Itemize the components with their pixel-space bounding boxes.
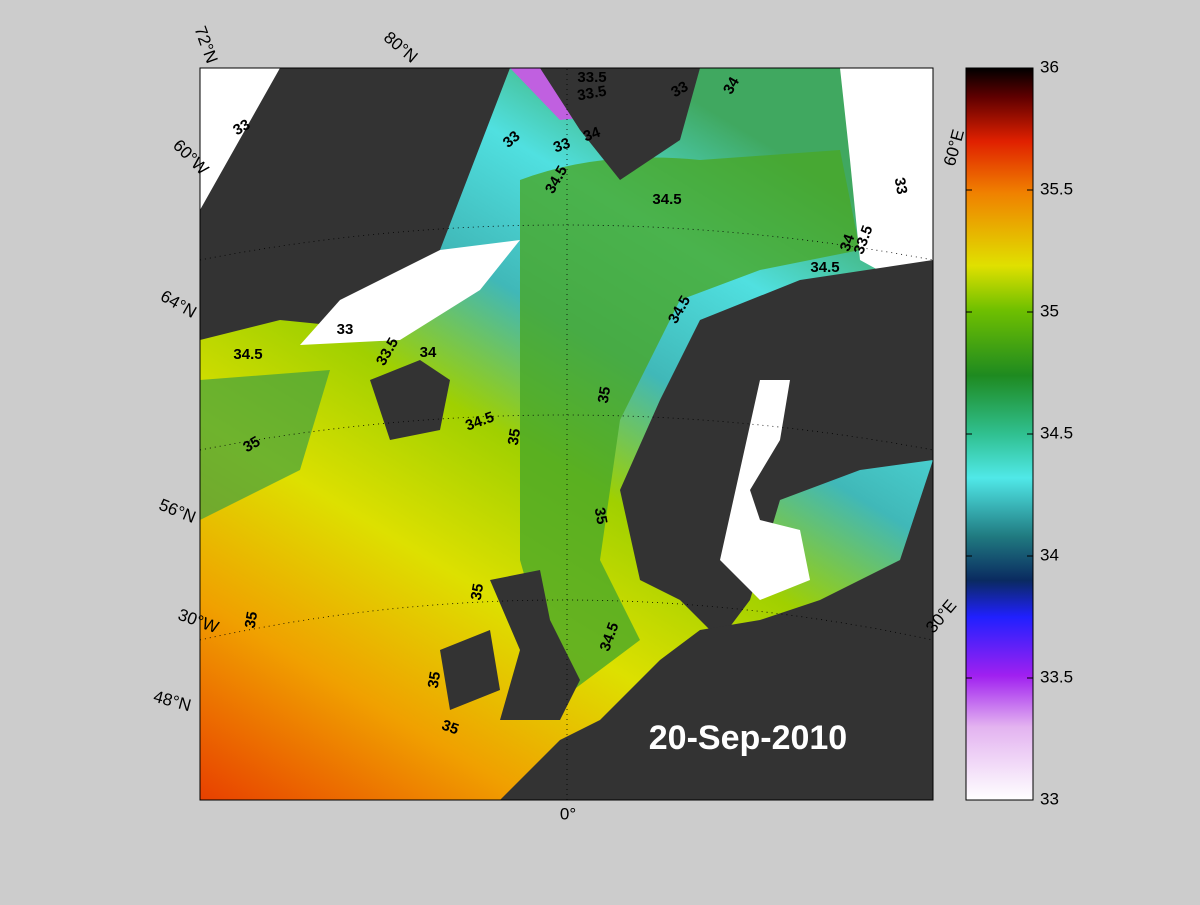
colorbar-tick-label: 33.5 [1040,667,1073,686]
sea-ice-free [720,380,810,600]
graticule [200,68,933,800]
map-frame [199,67,934,801]
colorbar-tick-label: 34 [1040,545,1059,564]
contour-label: 33.5 [576,83,608,105]
contour-label: 35 [468,582,488,601]
graticule-line [200,414,933,451]
colorbar-tick-label: 35 [1040,301,1059,320]
graticule-label: 80°N [380,28,421,67]
contour-label: 34.5 [233,346,262,363]
contour-label: 34.5 [652,191,681,208]
graticule-label: 56°N [156,495,198,527]
contour-label: 35 [505,427,525,446]
contour-label: 33 [668,78,691,101]
land [200,68,510,340]
land [490,570,580,720]
contour-label: 34.5 [810,259,839,276]
contour-label: 33.5 [577,69,606,86]
contour-label: 33 [230,116,253,139]
graticule-label: 48°N [151,687,193,715]
graticule-label: 0° [560,804,576,823]
colorbar [965,67,1034,801]
land [620,260,933,640]
colorbar-tick-label: 34.5 [1040,423,1073,442]
contour-label: 35 [242,610,262,629]
land [370,360,450,440]
colorbar-tick-label: 33 [1040,789,1059,808]
contour-label: 33 [891,176,911,195]
land [500,460,933,800]
contour-label: 33 [337,321,354,338]
ice [300,240,520,345]
contour-label: 33 [551,135,572,157]
contour-label: 35 [595,385,615,404]
colorbar-tick-label: 36 [1040,57,1059,76]
contour-label: 35 [591,506,611,525]
graticule-label: 64°N [157,286,199,321]
contour-label: 34 [420,344,437,361]
contour-label: 34 [720,74,743,98]
graticule-label: 60°E [940,127,968,168]
ice [840,68,933,300]
contour-label: 34 [581,123,603,145]
land [540,68,700,180]
map [200,68,933,800]
graticule-line [200,224,933,261]
date-label: 20-Sep-2010 [649,719,847,757]
green-water [200,370,330,520]
contour-label: 35 [425,670,445,689]
green-water [520,150,860,700]
graticule-label: 72°N [191,24,222,66]
contour-label: 34 [837,231,859,253]
colorbar-tick-label: 35.5 [1040,179,1073,198]
land [440,630,500,710]
graticule-line [200,599,933,641]
contour-label: 35 [240,433,263,456]
contour-label: 35 [439,717,460,739]
